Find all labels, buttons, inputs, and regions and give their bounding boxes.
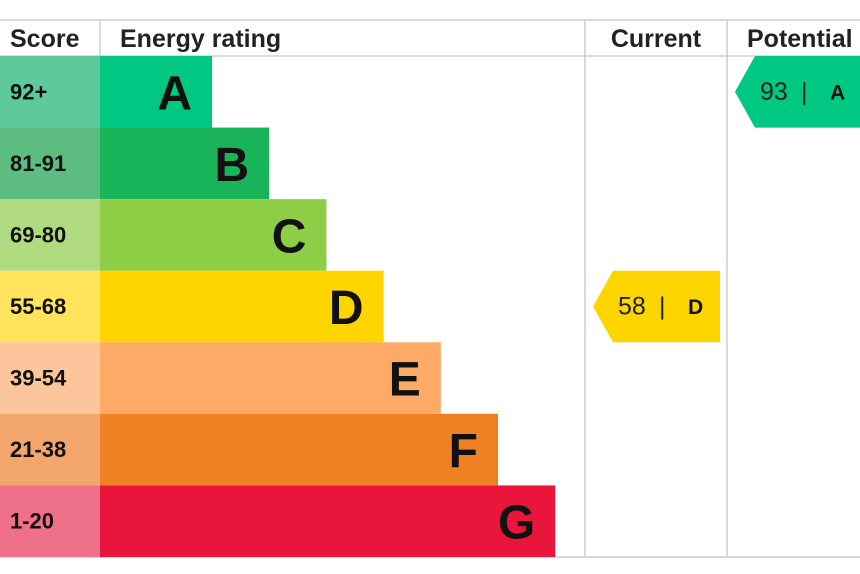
- score-label: 21-38: [10, 437, 66, 462]
- current-separator: |: [659, 292, 666, 320]
- score-label: 81-91: [10, 151, 66, 176]
- rating-bar: [100, 342, 441, 414]
- potential-separator: |: [801, 78, 808, 106]
- rating-bar: [100, 270, 384, 343]
- score-cell: [0, 413, 100, 486]
- score-cell: [0, 127, 100, 200]
- rating-letter: C: [272, 210, 307, 263]
- rating-bar: [100, 413, 498, 486]
- rating-bar: [100, 56, 212, 128]
- score-cell: [0, 485, 100, 557]
- current-letter: D: [688, 296, 703, 319]
- score-label: 1-20: [10, 509, 54, 534]
- rating-bar: [100, 127, 270, 200]
- rating-letter: F: [449, 425, 478, 478]
- score-cell: [0, 199, 100, 271]
- score-label: 69-80: [10, 222, 66, 247]
- rating-letter: G: [498, 497, 535, 550]
- rating-letter: D: [329, 282, 364, 335]
- potential-value: 93: [760, 78, 788, 106]
- score-label: 92+: [10, 79, 47, 104]
- rating-letter: B: [215, 139, 250, 192]
- current-arrow: [593, 270, 720, 343]
- header-potential: Potential: [747, 25, 853, 53]
- current-value: 58: [618, 292, 646, 320]
- chart-body: Score Energy rating Current Potential 92…: [0, 19, 860, 558]
- potential-arrow: [735, 56, 860, 128]
- header-current: Current: [611, 25, 702, 53]
- rating-bar: [100, 199, 327, 271]
- score-cell: [0, 56, 100, 128]
- rating-bar: [100, 485, 556, 557]
- header-rating: Energy rating: [120, 25, 281, 53]
- score-label: 39-54: [10, 366, 67, 391]
- score-label: 55-68: [10, 294, 66, 319]
- score-cell: [0, 270, 100, 343]
- score-cell: [0, 342, 100, 414]
- potential-letter: A: [830, 81, 845, 104]
- rating-letter: A: [157, 67, 192, 120]
- header-score: Score: [10, 25, 80, 53]
- rating-letter: E: [389, 354, 421, 407]
